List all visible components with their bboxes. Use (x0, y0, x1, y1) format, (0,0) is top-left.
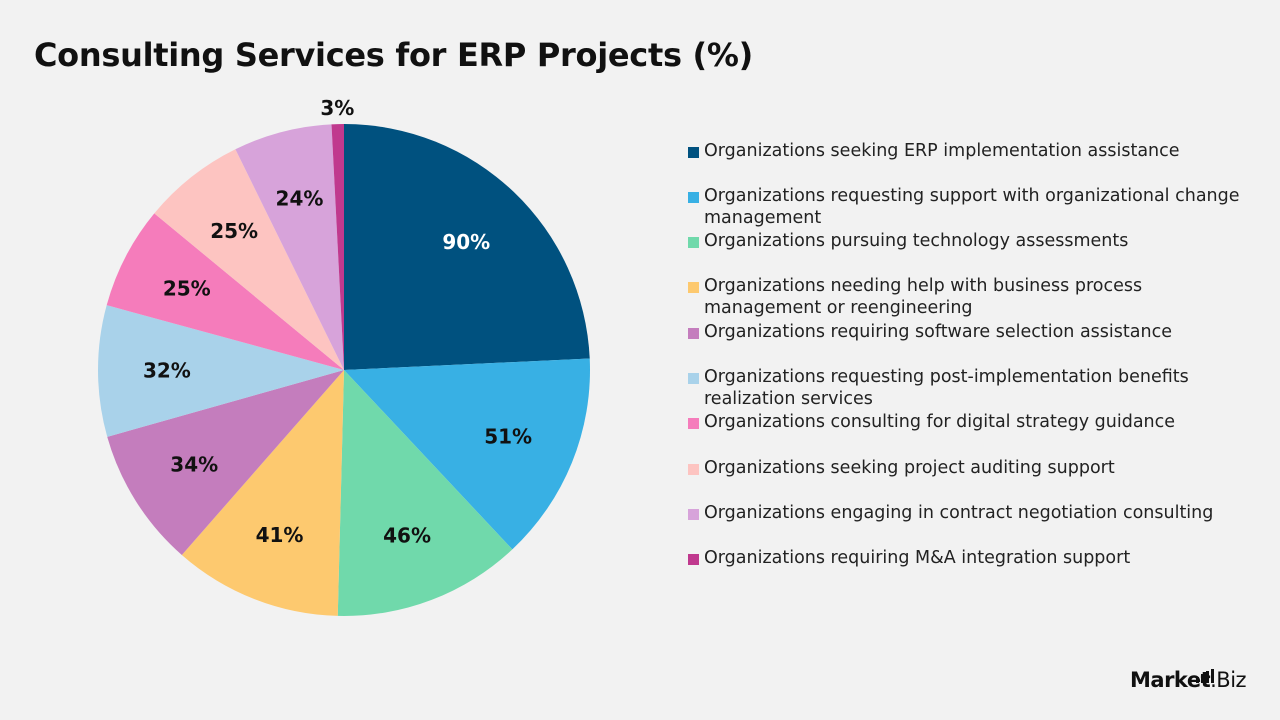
slice-label-project-auditing: 25% (210, 219, 258, 243)
legend-item-benefits-realization: Organizations requesting post-implementa… (688, 366, 1248, 410)
pie-chart: 90% 51% 46% 41% 34% 32% 25% 25% 24% 3% (98, 96, 590, 617)
pie-slice-contract-negotiation (235, 124, 344, 370)
legend-label: Organizations seeking ERP implementation… (704, 141, 1180, 161)
pie-slice-erp-implementation (344, 124, 590, 370)
pie-slice-ma-integration (331, 124, 344, 370)
legend-item-erp-implementation: Organizations seeking ERP implementation… (688, 140, 1248, 162)
slice-label-erp-implementation: 90% (442, 230, 490, 254)
brand-logo-regular: .Biz (1210, 668, 1247, 692)
legend-item-ma-integration: Organizations requiring M&A integration … (688, 547, 1248, 569)
pie-slice-business-process (181, 370, 344, 616)
logo-bars-icon (1196, 669, 1214, 683)
legend-label: Organizations needing help with business… (704, 276, 1143, 318)
legend-item-technology-assessments: Organizations pursuing technology assess… (688, 230, 1248, 252)
legend-swatch (688, 147, 699, 158)
legend-swatch (688, 373, 699, 384)
legend-swatch (688, 554, 699, 565)
legend-swatch (688, 418, 699, 429)
legend-swatch (688, 282, 699, 293)
slice-label-contract-negotiation: 24% (276, 187, 324, 211)
slice-label-change-management: 51% (484, 425, 532, 449)
pie-slice-benefits-realization (98, 305, 344, 437)
pie-slice-change-management (344, 358, 590, 550)
slice-label-digital-strategy: 25% (163, 276, 211, 300)
pie-slice-software-selection (107, 370, 344, 555)
legend-item-software-selection: Organizations requiring software selecti… (688, 321, 1248, 343)
legend-label: Organizations requiring software selecti… (704, 322, 1172, 342)
slice-label-business-process: 41% (256, 523, 304, 547)
pie-slice-project-auditing (154, 149, 344, 370)
slice-label-ma-integration: 3% (320, 96, 354, 120)
slice-label-benefits-realization: 32% (143, 359, 191, 383)
legend-item-business-process: Organizations needing help with business… (688, 275, 1248, 319)
legend-swatch (688, 237, 699, 248)
legend-label: Organizations seeking project auditing s… (704, 458, 1115, 478)
legend-label: Organizations engaging in contract negot… (704, 503, 1214, 523)
legend-swatch (688, 509, 699, 520)
legend-item-contract-negotiation: Organizations engaging in contract negot… (688, 502, 1248, 524)
legend-label: Organizations pursuing technology assess… (704, 231, 1129, 251)
brand-logo: Market .Biz (1130, 668, 1247, 692)
legend-item-project-auditing: Organizations seeking project auditing s… (688, 457, 1248, 479)
legend-label: Organizations consulting for digital str… (704, 412, 1176, 432)
pie-slice-technology-assessments (337, 370, 513, 617)
legend-label: Organizations requiring M&A integration … (704, 548, 1131, 568)
slice-label-software-selection: 34% (170, 453, 218, 477)
slice-label-technology-assessments: 46% (383, 524, 431, 548)
legend-swatch (688, 464, 699, 475)
legend-label: Organizations requesting post-implementa… (704, 367, 1189, 409)
legend-swatch (688, 328, 699, 339)
legend-swatch (688, 192, 699, 203)
pie-slice-digital-strategy (106, 213, 344, 370)
chart-title: Consulting Services for ERP Projects (%) (34, 36, 753, 74)
legend-label: Organizations requesting support with or… (704, 186, 1240, 228)
legend-item-digital-strategy: Organizations consulting for digital str… (688, 411, 1248, 433)
legend-item-change-management: Organizations requesting support with or… (688, 185, 1248, 229)
